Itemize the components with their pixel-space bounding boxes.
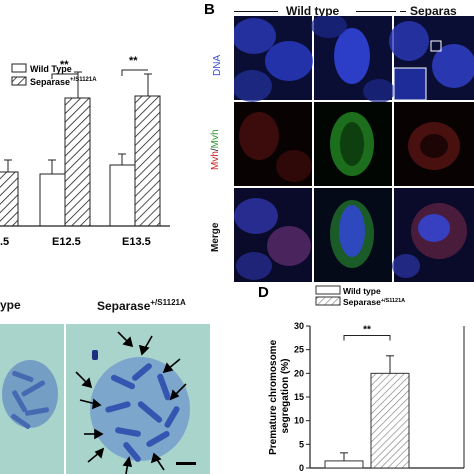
row-label-dna: DNA xyxy=(212,54,223,76)
tile-mvh-wild-1 xyxy=(234,102,312,186)
legend-sep-label: Separase xyxy=(30,77,70,87)
col-header-separase: Separas xyxy=(410,4,457,18)
metaphase-images xyxy=(0,324,210,474)
chromosomes-separase xyxy=(90,350,190,462)
col-header-wild-type: Wild type xyxy=(286,4,340,18)
panel-a: Wild Type Separase+/S1121A ** ** .5 E12.… xyxy=(0,0,225,255)
bar-e115-separase xyxy=(0,171,19,227)
panel-b: B Wild type Separas DNA Mvh/Mvh Merge xyxy=(198,0,474,285)
tile-merge-separase xyxy=(392,188,474,282)
significance-label: ** xyxy=(363,324,371,335)
panel-c: ype Separase+/S1121A xyxy=(0,298,210,474)
col-header-wild-type-c: ype xyxy=(0,298,21,312)
svg-text:Separase+/S1121A: Separase+/S1121A xyxy=(343,297,405,307)
microscopy-grid xyxy=(234,16,474,282)
bar-wild-type xyxy=(324,460,364,469)
tile-merge-wild-1 xyxy=(234,188,312,282)
row-label-mvh-slash: / xyxy=(210,148,221,152)
y-tick-label: 10 xyxy=(294,416,304,426)
sig-label-e135: ** xyxy=(129,55,138,67)
y-tick-label: 15 xyxy=(294,392,304,402)
col-header-line-left xyxy=(234,11,278,12)
inset-zoom xyxy=(393,67,427,101)
panel-a-chart: Wild Type Separase+/S1121A ** ** .5 E12.… xyxy=(0,55,170,248)
legend-wild-label: Wild Type xyxy=(30,64,72,74)
tile-dna-wild-1 xyxy=(234,16,313,102)
tile-dna-separase xyxy=(389,16,474,101)
x-tick-e135: E13.5 xyxy=(122,236,151,248)
y-tick-label: 5 xyxy=(299,439,304,449)
legend-wild-swatch xyxy=(11,63,27,73)
legend-sep-sup: +/S1121A xyxy=(70,77,97,83)
chromosomes-wild xyxy=(2,360,58,429)
y-tick-label: 0 xyxy=(299,463,304,473)
bar-e125-separase xyxy=(64,97,91,227)
significance-bracket xyxy=(343,334,391,341)
legend-sep-sup-d: +/S1121A xyxy=(381,298,405,304)
y-tick-label: 25 xyxy=(294,345,304,355)
legend-wild-swatch-d xyxy=(315,285,341,295)
panel-label-b: B xyxy=(204,1,215,18)
row-label-mvh: Mvh/Mvh xyxy=(210,129,221,170)
arrows xyxy=(75,331,187,474)
y-tick-label: 30 xyxy=(294,321,304,331)
bar-e135-wild xyxy=(109,164,136,227)
y-tick-label: 20 xyxy=(294,368,304,378)
scale-bar xyxy=(176,462,196,465)
legend-wild-label-d: Wild type xyxy=(343,286,381,296)
row-label-merge: Merge xyxy=(210,222,221,252)
legend-sep-label-d: Separase xyxy=(343,297,381,307)
x-tick-e115: .5 xyxy=(0,236,9,248)
panel-label-d: D xyxy=(258,284,269,301)
bar-separase xyxy=(370,372,410,469)
col-header-separase-c: Separase+/S1121A xyxy=(97,298,186,313)
bar-e135-separase xyxy=(134,95,161,227)
row-label-mvh-green: Mvh xyxy=(210,129,221,149)
tile-dna-wild-2 xyxy=(311,16,395,103)
y-axis-label: Premature chromosome segregation (%) xyxy=(268,337,291,455)
legend-sep-swatch-d xyxy=(315,296,341,306)
col-header-line-sep xyxy=(400,11,406,12)
sig-bracket-e135 xyxy=(121,69,148,76)
legend-sep-swatch xyxy=(11,76,27,86)
col-header-separase-c-sup: +/S1121A xyxy=(150,298,186,307)
y-axis-label-line-1: Premature chromosome xyxy=(268,339,279,454)
tile-mvh-separase xyxy=(394,102,474,186)
y-axis-label-line-2: segregation (%) xyxy=(280,358,291,433)
x-tick-e125: E12.5 xyxy=(52,236,81,248)
bar-e125-wild xyxy=(39,173,66,227)
col-header-separase-c-text: Separase xyxy=(97,299,151,313)
tile-mvh-wild-2 xyxy=(314,102,392,186)
tile-merge-wild-2 xyxy=(314,188,392,282)
col-header-line-right xyxy=(356,11,396,12)
row-label-mvh-red: Mvh xyxy=(210,151,221,170)
svg-text:Separase+/S1121A: Separase+/S1121A xyxy=(30,77,97,87)
bars: ** xyxy=(324,324,410,469)
sig-bracket-e125 xyxy=(51,73,78,79)
sig-label-e125: ** xyxy=(60,59,69,71)
panel-d-chart: Wild type Separase+/S1121A Premature chr… xyxy=(268,285,465,473)
panel-d: D Wild type Separase+/S1121A Premature c… xyxy=(248,282,474,474)
